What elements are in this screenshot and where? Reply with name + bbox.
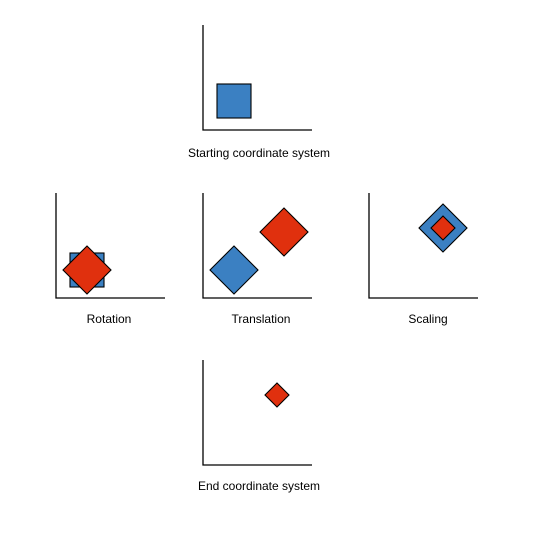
scaling-red-diamond	[430, 215, 456, 241]
caption-scaling: Scaling	[408, 312, 447, 326]
caption-starting: Starting coordinate system	[188, 146, 330, 160]
translation-red-diamond	[259, 207, 309, 257]
rotation-red-diamond	[62, 245, 112, 295]
panel-starting: Starting coordinate system	[188, 25, 330, 160]
panel-translation: Translation	[202, 193, 312, 326]
caption-translation: Translation	[232, 312, 291, 326]
rotation-axes	[55, 193, 165, 299]
end-axes	[202, 360, 312, 466]
caption-rotation: Rotation	[87, 312, 132, 326]
translation-blue-diamond	[209, 245, 259, 295]
panel-scaling: Scaling	[368, 193, 478, 326]
translation-axes	[202, 193, 312, 299]
panel-rotation: Rotation	[55, 193, 165, 326]
starting-axes	[202, 25, 312, 131]
panel-end: End coordinate system	[198, 360, 320, 493]
starting-blue-square	[216, 83, 252, 119]
end-red-diamond	[264, 382, 290, 408]
caption-end: End coordinate system	[198, 479, 320, 493]
scaling-axes	[368, 193, 478, 299]
